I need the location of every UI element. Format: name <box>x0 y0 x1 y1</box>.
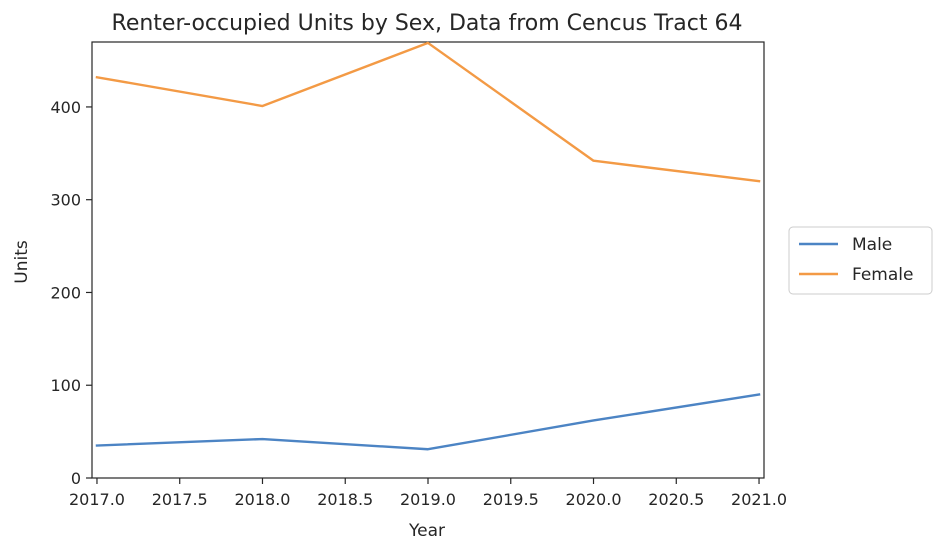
y-tick-label: 0 <box>71 469 81 488</box>
x-tick-label: 2017.0 <box>69 490 125 509</box>
y-axis: 0 100 200 300 400 <box>50 98 92 488</box>
y-axis-label: Units <box>12 240 32 284</box>
x-tick-label: 2018.0 <box>234 490 290 509</box>
x-tick-label: 2021.0 <box>731 490 787 509</box>
x-tick-label: 2018.5 <box>317 490 373 509</box>
chart-title: Renter-occupied Units by Sex, Data from … <box>112 11 743 36</box>
x-tick-label: 2017.5 <box>152 490 208 509</box>
y-tick-label: 100 <box>50 376 81 395</box>
y-tick-label: 300 <box>50 191 81 210</box>
x-tick-label: 2019.0 <box>400 490 456 509</box>
y-tick-label: 400 <box>50 98 81 117</box>
x-axis: 2017.0 2017.5 2018.0 2018.5 2019.0 2019.5 2020… <box>69 478 787 509</box>
x-tick-label: 2020.0 <box>566 490 622 509</box>
x-tick-label: 2019.5 <box>483 490 539 509</box>
legend: Male Female <box>788 226 933 295</box>
x-tick-label: 2020.5 <box>648 490 704 509</box>
x-axis-label: Year <box>408 521 445 541</box>
legend-items: Male Female <box>799 235 913 285</box>
series-line-female <box>95 41 761 183</box>
plot-area <box>91 41 765 479</box>
y-tick-label: 200 <box>50 283 81 302</box>
series-line-male <box>95 393 761 451</box>
legend-label-male: Male <box>852 235 892 255</box>
series-layer <box>95 41 761 451</box>
plot-frame <box>91 41 765 479</box>
legend-label-female: Female <box>852 265 913 285</box>
